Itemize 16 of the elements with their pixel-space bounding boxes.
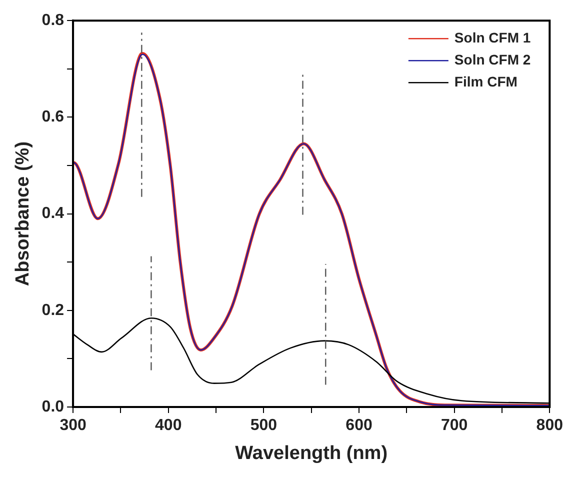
y-tick-label: 0.6 (42, 108, 64, 126)
x-axis-title: Wavelength (nm) (235, 442, 388, 464)
y-tick-label: 0.2 (42, 302, 64, 319)
y-axis-title: Absorbance (%) (12, 141, 34, 286)
y-tick-label: 0.4 (42, 205, 64, 222)
legend-label: Film CFM (454, 73, 518, 90)
x-tick-label: 600 (346, 417, 372, 434)
x-tick-label: 300 (60, 417, 86, 434)
y-tick-label: 0.8 (42, 12, 64, 30)
legend-label: Soln CFM 2 (454, 51, 531, 68)
legend-label: Soln CFM 1 (454, 29, 531, 46)
x-tick-label: 500 (250, 417, 278, 434)
x-tick-label: 400 (155, 417, 182, 434)
x-tick-label: 800 (536, 417, 564, 434)
x-tick-label: 700 (440, 417, 468, 434)
y-tick-label: 0.0 (42, 398, 64, 416)
